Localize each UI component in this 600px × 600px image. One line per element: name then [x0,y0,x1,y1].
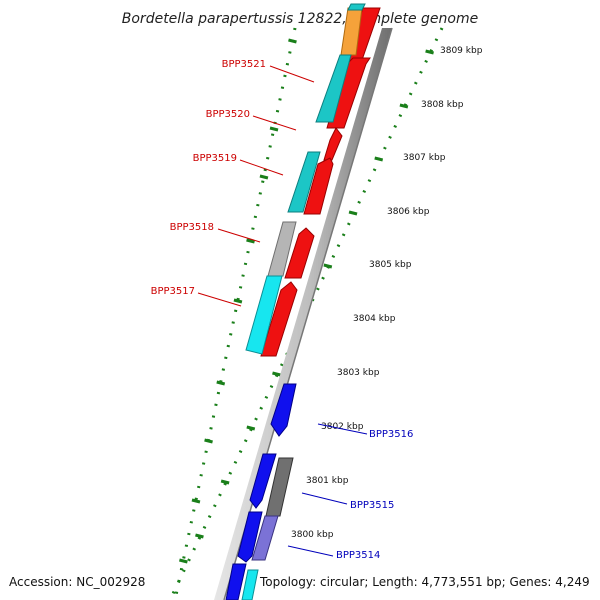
gene-arrow[interactable] [249,453,277,509]
kbp-tick [220,479,230,485]
genome-backbone [214,28,392,600]
kbp-label: 3803 kbp [337,368,380,378]
gene-arrow[interactable] [323,127,343,161]
gene-label[interactable]: BPP3514 [336,550,380,561]
gene-arrow[interactable] [237,511,263,563]
gene-block[interactable] [315,54,352,123]
forward-strand-genes [260,7,381,357]
gene-block[interactable] [267,221,297,277]
gene-arrow[interactable] [270,383,297,437]
kbp-label: 3801 kbp [306,476,349,486]
topology-text: Topology: circular; Length: 4,773,551 bp… [259,575,590,589]
leader-line [217,228,261,243]
reverse-strand-genes [225,383,297,600]
minor-tick [233,298,243,304]
gene-arrow[interactable] [225,563,247,600]
kbp-tick [348,210,358,216]
gene-label[interactable]: BPP3521 [222,59,266,70]
minor-tick [204,438,213,444]
genome-title: Bordetella parapertussis 12822, complete… [122,11,478,27]
gene-arrow[interactable] [303,157,334,215]
gene-label[interactable]: BPP3517 [151,286,195,297]
gene-block[interactable] [287,151,321,213]
kbp-tick [195,533,204,539]
minor-tick [269,126,279,132]
kbp-label: 3802 kbp [321,422,364,432]
kbp-tick [425,49,434,55]
leader-line [252,115,297,131]
forward-gene-labels: BPP3521 BPP3520 BPP3519 BPP3518 BPP3517 [151,59,315,307]
gene-arrow[interactable] [284,227,315,279]
kbp-label: 3809 kbp [440,46,483,56]
gene-arrow[interactable] [260,281,298,357]
kbp-ticks [179,38,434,564]
kbp-tick [246,425,256,431]
kbp-label: 3805 kbp [369,260,412,270]
kbp-label: 3804 kbp [353,314,396,324]
gene-block[interactable] [241,569,259,600]
reverse-gene-labels: BPP3516 BPP3515 BPP3514 [287,423,413,561]
kbp-label: 3800 kbp [291,530,334,540]
kbp-tick [272,371,281,377]
leader-line [239,159,284,176]
gene-label[interactable]: BPP3516 [369,429,413,440]
gene-label[interactable]: BPP3518 [170,222,214,233]
gene-block[interactable] [347,3,366,11]
leader-line [301,492,348,505]
leader-line [197,292,242,307]
leader-line [287,545,334,557]
accession-text: Accession: NC_002928 [9,575,145,589]
minor-tick [259,174,269,180]
minor-tick [191,498,201,504]
gene-label[interactable]: BPP3519 [193,153,237,164]
forward-aux-genes [245,3,366,355]
minor-tick [288,38,297,44]
kbp-label: 3806 kbp [387,207,430,217]
gene-block[interactable] [251,515,279,561]
gene-block[interactable] [265,457,294,517]
gene-label[interactable]: BPP3515 [350,500,394,511]
kbp-tick [323,263,333,269]
minor-tick [216,380,226,386]
kbp-labels: 3809 kbp 3808 kbp 3807 kbp 3806 kbp 3805… [291,46,483,540]
leader-line [269,65,315,83]
minor-tick [179,558,188,564]
leader-line [317,423,368,435]
kbp-label: 3807 kbp [403,153,446,163]
gene-block[interactable] [245,275,283,355]
minor-tick [246,238,255,244]
backbone-edge [223,27,393,600]
gene-label[interactable]: BPP3520 [206,109,250,120]
kbp-label: 3808 kbp [421,100,464,110]
kbp-tick [374,156,384,162]
kbp-tick [399,103,409,109]
